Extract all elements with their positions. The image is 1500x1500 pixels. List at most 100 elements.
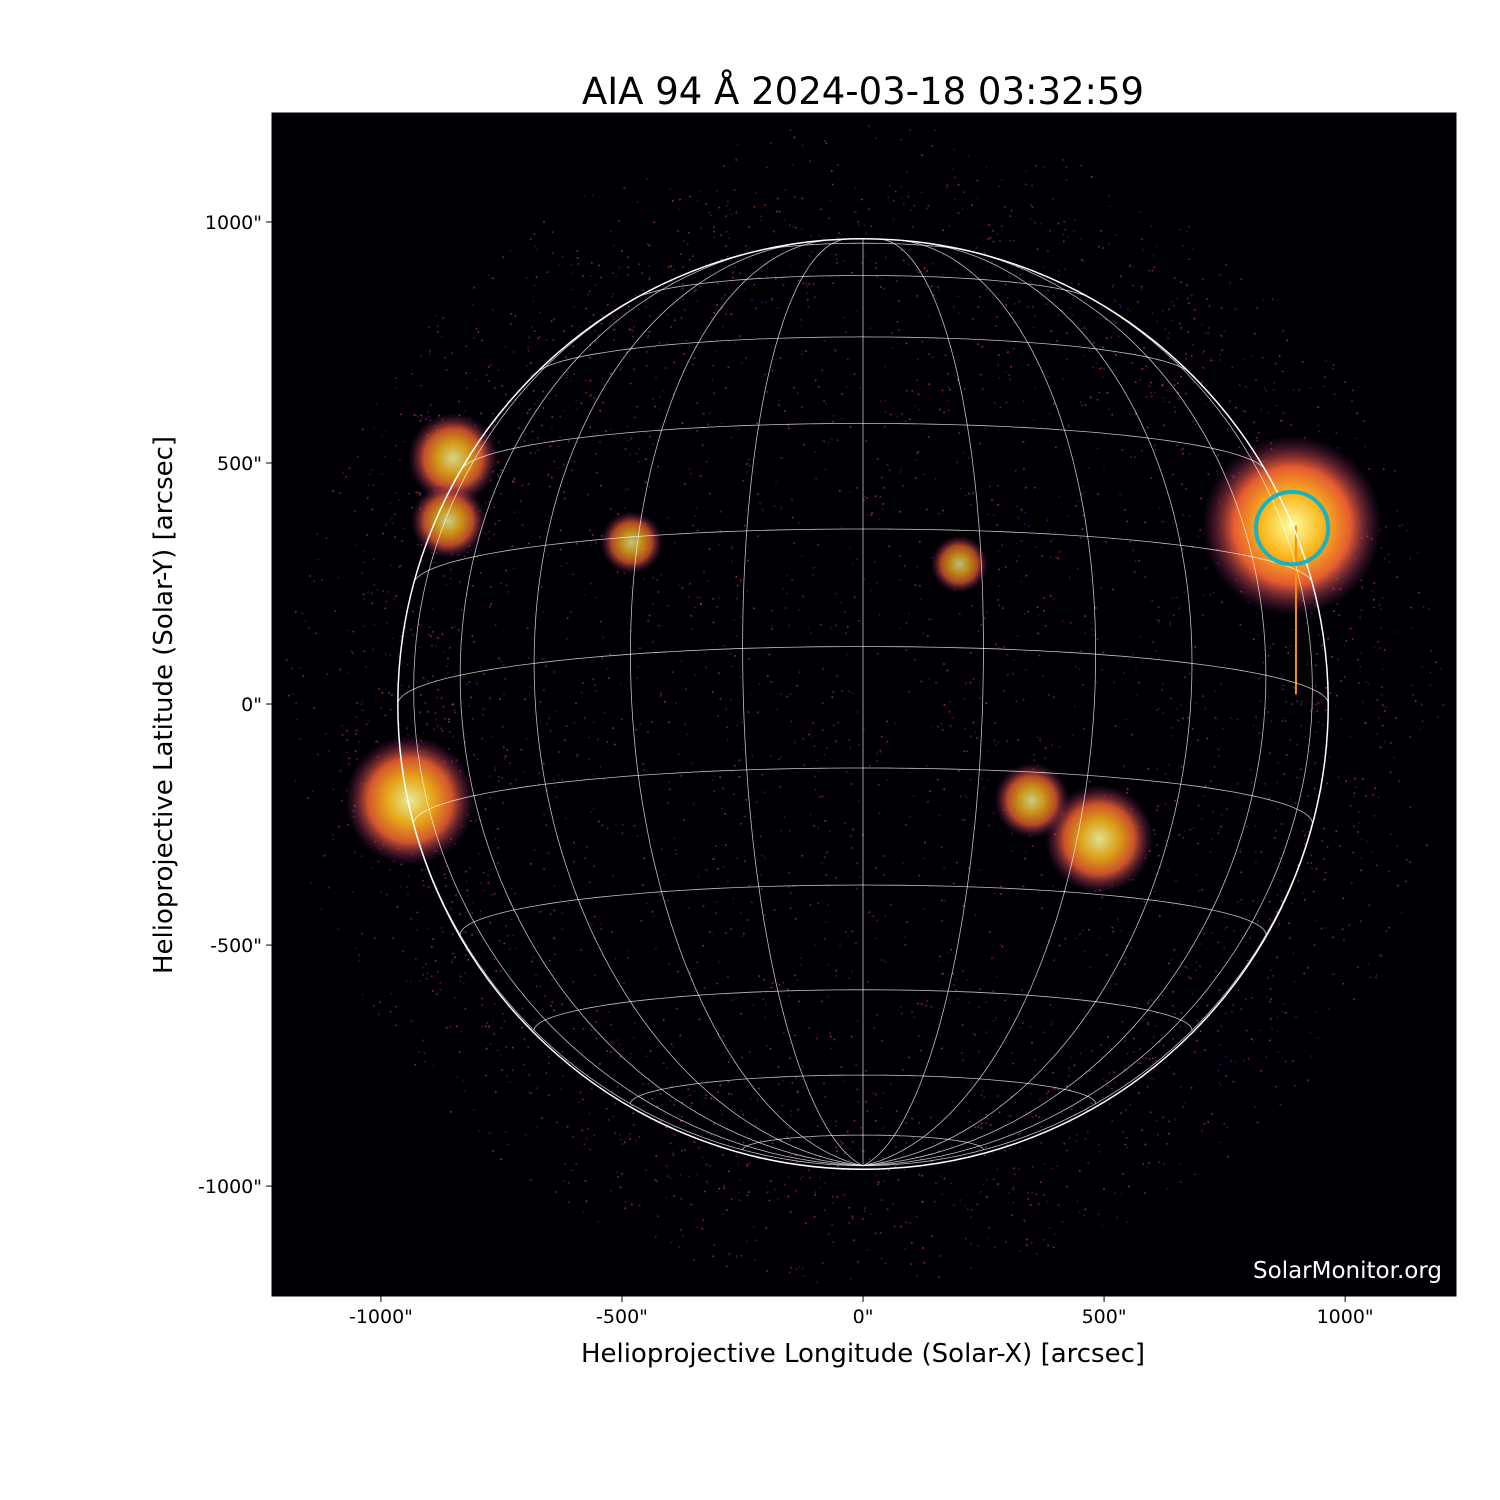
emission-pixel	[764, 857, 766, 860]
emission-pixel	[468, 681, 470, 683]
emission-pixel	[778, 758, 780, 761]
emission-pixel	[489, 1043, 492, 1045]
emission-pixel	[701, 1134, 704, 1136]
emission-pixel	[869, 327, 871, 329]
emission-pixel	[927, 205, 930, 207]
emission-pixel	[567, 1201, 570, 1204]
emission-pixel	[352, 630, 355, 633]
emission-pixel	[1390, 742, 1392, 744]
emission-pixel	[520, 749, 523, 751]
emission-pixel	[765, 1227, 768, 1229]
emission-pixel	[418, 623, 421, 626]
emission-pixel	[365, 666, 367, 669]
emission-pixel	[738, 776, 741, 778]
emission-pixel	[866, 497, 868, 499]
emission-pixel	[1273, 837, 1276, 839]
emission-pixel	[1333, 393, 1336, 396]
emission-pixel	[642, 763, 644, 765]
emission-pixel	[735, 159, 737, 161]
emission-pixel	[1332, 973, 1335, 976]
emission-pixel	[582, 1028, 585, 1030]
emission-pixel	[948, 711, 951, 713]
emission-pixel	[1351, 389, 1354, 392]
emission-pixel	[789, 1211, 792, 1213]
active-region	[410, 483, 486, 559]
emission-pixel	[1079, 536, 1082, 539]
emission-pixel	[1151, 1042, 1153, 1045]
emission-pixel	[682, 266, 685, 268]
emission-pixel	[1324, 871, 1327, 874]
emission-pixel	[1193, 1051, 1196, 1054]
emission-pixel	[583, 194, 585, 197]
emission-pixel	[1360, 869, 1362, 872]
emission-pixel	[771, 628, 773, 630]
emission-pixel	[627, 273, 629, 276]
emission-pixel	[545, 1072, 548, 1074]
emission-pixel	[528, 542, 530, 545]
emission-pixel	[1364, 445, 1366, 448]
emission-pixel	[784, 189, 787, 191]
emission-pixel	[702, 905, 705, 907]
emission-pixel	[385, 653, 387, 655]
emission-pixel	[1180, 1012, 1183, 1014]
emission-pixel	[1336, 602, 1338, 605]
emission-pixel	[473, 754, 475, 756]
emission-pixel	[484, 808, 487, 810]
emission-pixel	[760, 215, 762, 217]
emission-pixel	[1106, 1085, 1109, 1087]
emission-pixel	[466, 683, 468, 686]
emission-pixel	[450, 1111, 452, 1113]
emission-pixel	[434, 959, 437, 962]
emission-pixel	[1206, 298, 1208, 300]
emission-pixel	[339, 770, 342, 772]
emission-pixel	[918, 271, 920, 274]
emission-pixel	[506, 400, 508, 403]
emission-pixel	[892, 1203, 895, 1205]
emission-pixel	[332, 788, 335, 790]
emission-pixel	[863, 255, 866, 257]
emission-pixel	[535, 276, 538, 278]
emission-pixel	[918, 1122, 921, 1124]
emission-pixel	[495, 970, 497, 972]
emission-pixel	[717, 715, 719, 718]
emission-pixel	[882, 503, 884, 505]
emission-pixel	[1305, 622, 1308, 625]
emission-pixel	[465, 870, 467, 873]
emission-pixel	[988, 824, 990, 827]
emission-pixel	[358, 959, 361, 962]
emission-pixel	[583, 594, 585, 596]
emission-pixel	[1323, 858, 1325, 860]
emission-pixel	[1250, 997, 1253, 999]
emission-pixel	[530, 863, 532, 865]
emission-pixel	[339, 492, 341, 494]
emission-pixel	[408, 686, 410, 688]
emission-pixel	[453, 626, 456, 628]
emission-pixel	[823, 1209, 826, 1211]
emission-pixel	[1383, 557, 1386, 560]
emission-pixel	[1320, 927, 1323, 930]
emission-pixel	[532, 300, 535, 303]
emission-pixel	[1171, 735, 1174, 737]
emission-pixel	[1024, 486, 1027, 489]
emission-pixel	[1203, 350, 1205, 352]
emission-pixel	[1300, 703, 1302, 705]
emission-pixel	[648, 614, 651, 617]
emission-pixel	[1008, 1147, 1011, 1150]
emission-pixel	[971, 204, 973, 206]
emission-pixel	[801, 197, 804, 200]
emission-pixel	[425, 418, 427, 420]
emission-pixel	[501, 725, 504, 728]
emission-pixel	[998, 604, 1000, 607]
emission-pixel	[713, 236, 715, 238]
emission-pixel	[685, 340, 687, 342]
emission-pixel	[288, 694, 290, 697]
emission-pixel	[1052, 294, 1055, 297]
emission-pixel	[1213, 904, 1216, 907]
emission-pixel	[757, 493, 759, 496]
emission-pixel	[488, 1025, 490, 1028]
emission-pixel	[1118, 335, 1120, 338]
emission-pixel	[399, 565, 402, 567]
emission-pixel	[802, 1086, 804, 1088]
emission-pixel	[740, 1254, 742, 1257]
emission-pixel	[1125, 1109, 1127, 1111]
